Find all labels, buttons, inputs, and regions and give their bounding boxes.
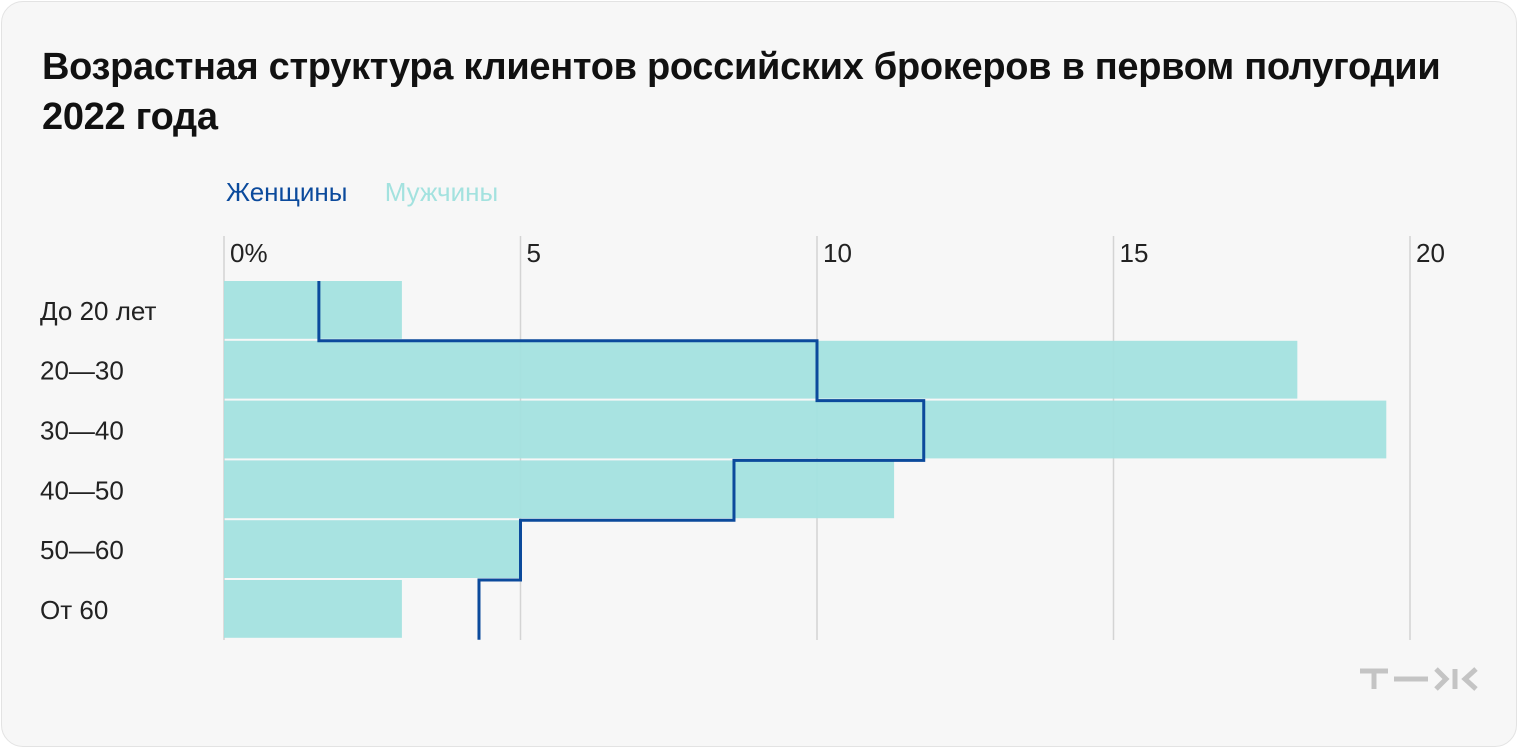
x-tick-label: 15 [1120,238,1149,268]
category-label: До 20 лет [40,296,156,326]
tzh-logo [1360,667,1478,691]
bar-men-5 [224,580,402,638]
chart-title: Возрастная структура клиентов российских… [42,46,1441,138]
women-line-layer [317,281,926,640]
x-tick-label: 5 [527,238,541,268]
bars-layer [224,281,1387,638]
category-label: 30—40 [40,416,124,446]
bar-men-2 [224,400,1387,459]
legend: Женщины Мужчины [226,174,528,210]
legend-item-men: Мужчины [384,177,499,207]
category-label: 20—30 [40,356,124,386]
bar-men-3 [224,460,895,519]
bar-men-4 [224,520,521,578]
labels-layer: 0% 5 10 15 20 До 20 лет 20—30 30—40 40—50 50—60 От… [40,238,1445,625]
category-label: 40—50 [40,475,124,505]
x-tick-label: 10 [823,238,852,268]
category-label: От 60 [40,595,108,625]
women-step-line [317,281,926,640]
category-label: 50—60 [40,535,124,565]
x-tick-label: 20 [1416,238,1445,268]
legend-item-women: Женщины [226,177,348,207]
bar-men-0 [224,281,402,339]
bar-men-1 [224,340,1298,399]
x-tick-label: 0% [230,238,268,268]
